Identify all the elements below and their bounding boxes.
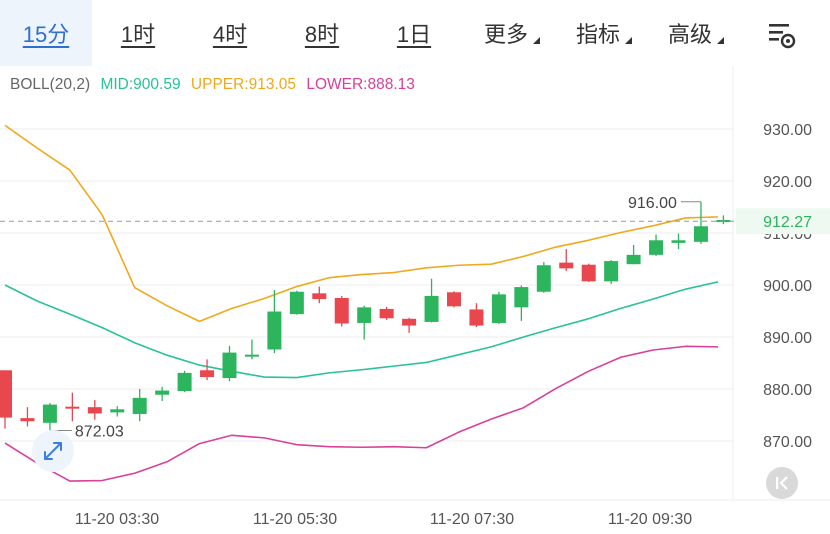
candle-body <box>132 397 147 414</box>
tab-label: 高级 <box>667 22 712 47</box>
tab-7[interactable]: 高级 <box>644 0 736 66</box>
tab-5[interactable]: 更多 <box>460 0 552 66</box>
candle-body <box>155 390 170 395</box>
tab-label: 15分 <box>22 22 70 47</box>
candle-body <box>693 226 708 242</box>
candle-body <box>536 265 551 292</box>
price-tick-label: 930.00 <box>763 122 812 139</box>
period-tabs: 15分 1时 4时 8时 1日 更多 指标 高级 <box>0 0 830 66</box>
tab-label: 8时 <box>304 22 340 47</box>
tab-3[interactable]: 8时 <box>276 0 368 66</box>
tab-4[interactable]: 1日 <box>368 0 460 66</box>
time-tick-label: 11-20 03:30 <box>75 511 159 528</box>
chart-settings-icon[interactable] <box>760 16 800 52</box>
candle-body <box>447 292 461 307</box>
candle-body <box>42 404 57 423</box>
expand-icon <box>44 442 62 460</box>
tab-label: 更多 <box>483 22 528 47</box>
candle-body <box>289 291 304 315</box>
candle-body <box>514 287 529 308</box>
low-price-label: 872.03 <box>75 423 124 440</box>
candle-body <box>267 311 282 350</box>
candle-body <box>379 308 394 319</box>
boll-mid-line <box>4 281 719 379</box>
candle-body <box>649 240 664 255</box>
candle-body <box>559 262 574 269</box>
time-tick-label: 11-20 05:30 <box>253 511 337 528</box>
tab-0[interactable]: 15分 <box>0 0 92 66</box>
candle-body <box>200 370 215 378</box>
candle-body <box>65 406 80 409</box>
candle-body <box>402 318 417 326</box>
candle-body <box>357 307 372 323</box>
boll-mid: MID:900.59 <box>100 76 181 93</box>
candle-body <box>20 418 35 422</box>
time-tick-label: 11-20 07:30 <box>430 511 514 528</box>
price-tick-label: 900.00 <box>763 278 812 295</box>
boll-lower-line <box>4 345 719 482</box>
candle-body <box>244 354 259 357</box>
candle-body <box>424 295 439 322</box>
tab-label: 1时 <box>120 22 156 47</box>
candle-body <box>604 261 619 282</box>
dropdown-triangle-icon <box>625 37 632 44</box>
boll-indicator-bar: BOLL(20,2) MID:900.59 UPPER:913.05 LOWER… <box>10 76 421 94</box>
current-price-tag <box>736 208 830 235</box>
skip-back-icon <box>776 476 788 490</box>
boll-lower: LOWER:888.13 <box>306 76 415 93</box>
price-tick-label: 870.00 <box>763 434 812 451</box>
candle-body <box>469 309 484 326</box>
dropdown-triangle-icon <box>533 37 540 44</box>
tab-6[interactable]: 指标 <box>552 0 644 66</box>
candle-body <box>491 294 506 323</box>
boll-upper-line <box>4 124 719 323</box>
tab-2[interactable]: 4时 <box>184 0 276 66</box>
current-price-label: 912.27 <box>763 214 812 231</box>
candle-body <box>0 370 12 418</box>
boll-upper: UPPER:913.05 <box>190 76 297 93</box>
candle-body <box>110 409 125 413</box>
candle-body <box>312 293 327 300</box>
tab-label: 4时 <box>212 22 248 47</box>
candle-body <box>581 264 596 282</box>
candlestick-chart[interactable]: 930.00920.00910.00900.00890.00880.00870.… <box>0 66 830 534</box>
candle-body <box>334 298 349 324</box>
candle-body <box>626 254 641 265</box>
tab-label: 指标 <box>575 22 620 47</box>
candle-body <box>87 407 102 414</box>
dropdown-triangle-icon <box>717 37 724 44</box>
candle-body <box>177 372 192 392</box>
price-tick-label: 890.00 <box>763 330 812 347</box>
tab-1[interactable]: 1时 <box>92 0 184 66</box>
price-tick-label: 920.00 <box>763 174 812 191</box>
time-tick-label: 11-20 09:30 <box>608 511 692 528</box>
tab-label: 1日 <box>396 22 432 47</box>
price-tick-label: 880.00 <box>763 382 812 399</box>
candle-body <box>671 240 686 243</box>
boll-name: BOLL(20,2) <box>10 76 91 93</box>
candle-body <box>222 352 237 379</box>
high-price-label: 916.00 <box>628 195 677 212</box>
